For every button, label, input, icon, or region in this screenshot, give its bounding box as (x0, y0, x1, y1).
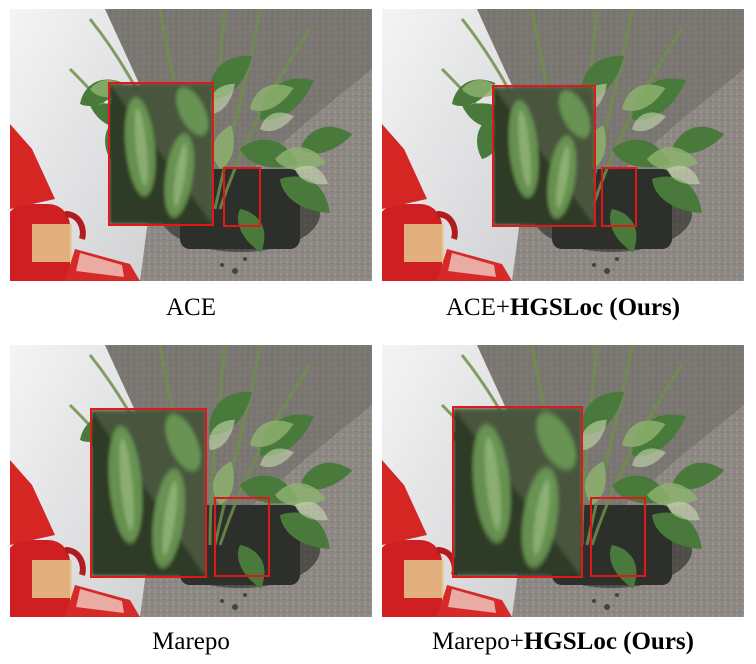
caption-bold: HGSLoc (Ours) (523, 628, 694, 655)
caption-bold: HGSLoc (Ours) (509, 294, 681, 321)
highlight-region-box (223, 167, 261, 227)
highlight-region-box (214, 497, 270, 577)
zoom-inset-box (452, 406, 583, 578)
caption-marepo: Marepo (10, 627, 372, 657)
panel-ace-hgsloc-image (382, 9, 744, 281)
highlight-region-box (590, 497, 646, 577)
panel-marepo-hgsloc-image (382, 345, 744, 617)
panel-ace-image (10, 9, 372, 281)
caption-ace: ACE (10, 293, 372, 323)
panel-marepo-image (10, 345, 372, 617)
caption-marepo-hgsloc: Marepo+HGSLoc (Ours) (382, 627, 744, 657)
zoom-inset-box (492, 85, 596, 227)
caption-plain: Marepo+ (431, 628, 524, 655)
highlight-region-box (601, 167, 637, 227)
caption-plain: ACE+ (445, 294, 510, 321)
zoom-inset-box (90, 408, 207, 578)
zoom-inset-box (108, 82, 214, 226)
caption-plain: ACE (166, 294, 216, 321)
caption-ace-hgsloc: ACE+HGSLoc (Ours) (382, 293, 744, 323)
caption-plain: Marepo (152, 628, 230, 655)
